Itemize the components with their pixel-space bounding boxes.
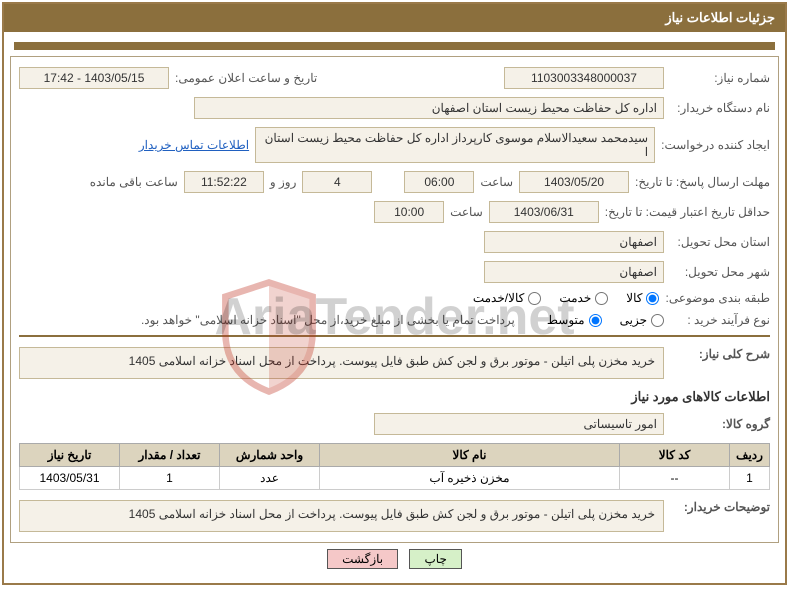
radio-both[interactable]: کالا/خدمت [473,291,541,305]
radio-partial-label: جزیی [620,313,647,327]
need-number-label: شماره نیاز: [670,71,770,85]
th-unit: واحد شمارش [220,444,320,467]
print-button[interactable]: چاپ [409,549,461,569]
days-word: روز و [270,175,297,189]
contact-link[interactable]: اطلاعات تماس خریدار [139,138,249,152]
radio-goods-input[interactable] [646,292,659,305]
announce-label: تاریخ و ساعت اعلان عمومی: [175,71,317,85]
radio-partial-input[interactable] [651,314,664,327]
page-title: جزئیات اطلاعات نیاز [665,10,775,25]
delivery-city-field: اصفهان [484,261,664,283]
purchase-type-label: نوع فرآیند خرید : [670,313,770,327]
radio-medium[interactable]: متوسط [547,313,602,327]
radio-medium-label: متوسط [547,313,585,327]
radio-service-input[interactable] [595,292,608,305]
delivery-province-field: اصفهان [484,231,664,253]
buyer-org-field: اداره کل حفاظت محیط زیست استان اصفهان [194,97,664,119]
td-date: 1403/05/31 [20,467,120,490]
table-header-row: ردیف کد کالا نام کالا واحد شمارش تعداد /… [20,444,770,467]
page-header: جزئیات اطلاعات نیاز [4,4,785,32]
td-code: -- [620,467,730,490]
th-row: ردیف [730,444,770,467]
deadline-time-label: ساعت [480,175,513,189]
td-row: 1 [730,467,770,490]
validity-time-label: ساعت [450,205,483,219]
radio-both-label: کالا/خدمت [473,291,524,305]
radio-both-input[interactable] [528,292,541,305]
goods-group-label: گروه کالا: [670,417,770,431]
validity-time-field: 10:00 [374,201,444,223]
requester-field: سیدمحمد سعیدالاسلام موسوی کارپرداز اداره… [255,127,655,163]
buyer-org-label: نام دستگاه خریدار: [670,101,770,115]
validity-label: حداقل تاریخ اعتبار قیمت: تا تاریخ: [605,205,770,219]
delivery-province-label: استان محل تحویل: [670,235,770,249]
remaining-word: ساعت باقی مانده [90,175,178,189]
th-date: تاریخ نیاز [20,444,120,467]
goods-table: ردیف کد کالا نام کالا واحد شمارش تعداد /… [19,443,770,490]
radio-goods-label: کالا [626,291,642,305]
radio-service[interactable]: خدمت [559,291,608,305]
td-name: مخزن ذخیره آب [320,467,620,490]
radio-service-label: خدمت [559,291,591,305]
radio-partial[interactable]: جزیی [620,313,664,327]
days-remaining-field: 4 [302,171,372,193]
back-button[interactable]: بازگشت [327,549,398,569]
desc-label: شرح کلی نیاز: [670,347,770,361]
goods-info-title: اطلاعات کالاهای مورد نیاز [19,389,770,405]
buyer-notes-label: توضیحات خریدار: [670,500,770,514]
divider-bar [14,42,775,50]
requester-label: ایجاد کننده درخواست: [661,138,770,152]
deadline-date-field: 1403/05/20 [519,171,629,193]
td-qty: 1 [120,467,220,490]
th-qty: تعداد / مقدار [120,444,220,467]
radio-goods[interactable]: کالا [626,291,659,305]
validity-date-field: 1403/06/31 [489,201,599,223]
delivery-city-label: شهر محل تحویل: [670,265,770,279]
divider [19,335,770,337]
main-fieldset: شماره نیاز: 1103003348000037 تاریخ و ساع… [10,56,779,543]
deadline-label: مهلت ارسال پاسخ: تا تاریخ: [635,175,770,189]
time-remaining-field: 11:52:22 [184,171,264,193]
goods-group-field: امور تاسیساتی [374,413,664,435]
radio-medium-input[interactable] [589,314,602,327]
buyer-notes-field: خرید مخزن پلی اتیلن - موتور برق و لجن کش… [19,500,664,532]
desc-field: خرید مخزن پلی اتیلن - موتور برق و لجن کش… [19,347,664,379]
deadline-time-field: 06:00 [404,171,474,193]
need-number-field: 1103003348000037 [504,67,664,89]
td-unit: عدد [220,467,320,490]
purchase-note: پرداخت تمام یا بخشی از مبلغ خرید،از محل … [141,313,515,327]
table-row: 1 -- مخزن ذخیره آب عدد 1 1403/05/31 [20,467,770,490]
category-label: طبقه بندی موضوعی: [665,291,770,305]
announce-field: 1403/05/15 - 17:42 [19,67,169,89]
th-name: نام کالا [320,444,620,467]
th-code: کد کالا [620,444,730,467]
